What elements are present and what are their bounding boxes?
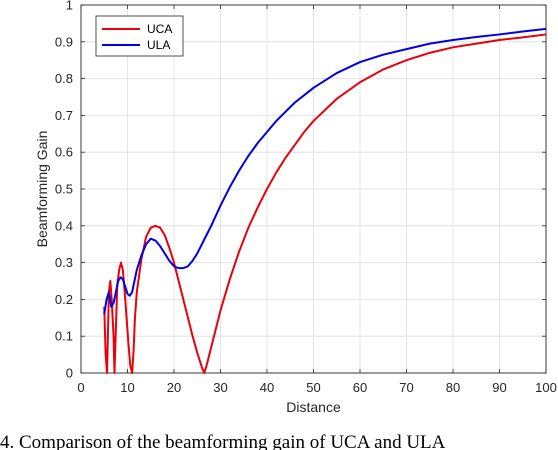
y-tick-label: 0.5 bbox=[55, 182, 73, 197]
legend-label-ula: ULA bbox=[147, 38, 170, 52]
x-tick-label: 0 bbox=[77, 380, 84, 395]
series-line-uca bbox=[103, 33, 547, 374]
x-tick-label: 30 bbox=[213, 380, 227, 395]
figure-caption: 4. Comparison of the beamforming gain of… bbox=[0, 432, 446, 450]
x-tick-label: 40 bbox=[260, 380, 274, 395]
x-tick-label: 80 bbox=[446, 380, 460, 395]
series-line-ula bbox=[103, 27, 547, 315]
axes bbox=[80, 4, 547, 374]
x-axis-label: Distance bbox=[286, 399, 341, 415]
x-tick-label: 20 bbox=[167, 380, 181, 395]
x-tick-label: 90 bbox=[492, 380, 506, 395]
x-tick-label: 50 bbox=[306, 380, 320, 395]
x-tick-label: 60 bbox=[353, 380, 367, 395]
y-tick-label: 1 bbox=[66, 0, 73, 13]
x-tick-label: 100 bbox=[535, 380, 557, 395]
legend: UCA ULA bbox=[95, 15, 184, 57]
legend-box bbox=[95, 15, 184, 57]
beamforming-gain-chart: 0 10 20 30 40 50 60 70 80 90 100 00.10.20.30.40.50… bbox=[34, 0, 557, 415]
y-tick-label: 0.2 bbox=[55, 292, 73, 307]
y-tick-label: 0 bbox=[66, 366, 73, 381]
y-tick-label: 0.8 bbox=[55, 71, 73, 86]
y-tick-label: 0.1 bbox=[55, 329, 73, 344]
x-tick-labels: 0 10 20 30 40 50 60 70 80 90 100 bbox=[77, 380, 556, 395]
y-tick-label: 0.3 bbox=[55, 255, 73, 270]
y-axis-label: Beamforming Gain bbox=[34, 131, 50, 248]
y-tick-label: 0.6 bbox=[55, 145, 73, 160]
series-lines bbox=[103, 27, 547, 374]
x-tick-label: 10 bbox=[120, 380, 134, 395]
legend-label-uca: UCA bbox=[147, 22, 172, 36]
y-tick-label: 0.9 bbox=[55, 34, 73, 49]
y-tick-labels: 0 0.1 0.2 0.3 0.4 0.5 0.6 0.7 0.8 0.9 1 bbox=[55, 0, 73, 381]
y-tick-label: 0.4 bbox=[55, 218, 73, 233]
x-tick-label: 70 bbox=[399, 380, 413, 395]
y-tick-label: 0.7 bbox=[55, 108, 73, 123]
plot-frame bbox=[80, 4, 547, 374]
